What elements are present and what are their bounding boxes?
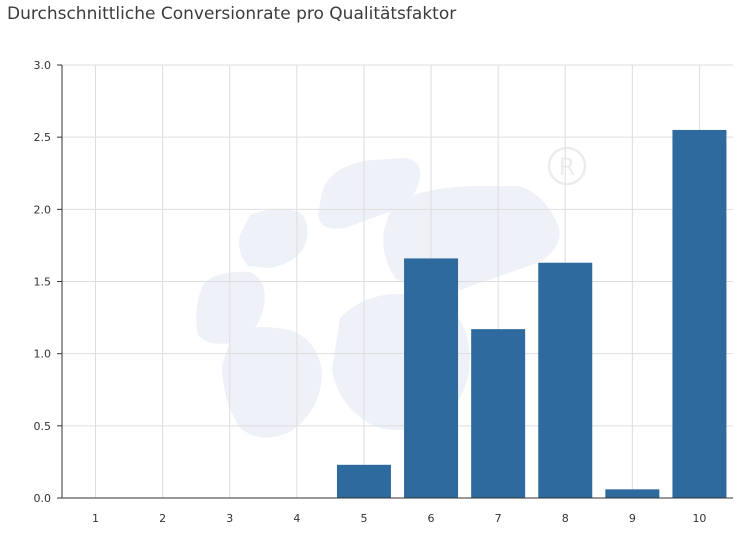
bar — [336, 464, 391, 498]
bar — [404, 258, 459, 498]
watermark-shape — [222, 326, 322, 438]
watermark-logo: R — [196, 146, 587, 438]
x-tick-label: 10 — [692, 512, 706, 525]
gridlines — [62, 64, 733, 498]
x-tick-label: 5 — [360, 512, 367, 525]
x-tick-label: 8 — [562, 512, 569, 525]
watermark-shape — [196, 271, 265, 344]
watermark-shape — [318, 158, 421, 229]
x-tick-label: 9 — [629, 512, 636, 525]
bar — [471, 329, 526, 498]
y-tick-label: 1.0 — [34, 348, 52, 361]
y-tick-label: 2.0 — [34, 203, 52, 216]
x-tick-label: 2 — [159, 512, 166, 525]
y-tick-label: 2.5 — [34, 131, 52, 144]
axes — [57, 64, 733, 499]
bars — [336, 129, 727, 498]
x-tick-label: 3 — [226, 512, 233, 525]
x-tick-label: 4 — [293, 512, 300, 525]
x-tick-label: 6 — [428, 512, 435, 525]
bar — [605, 489, 660, 498]
watermark-shape — [239, 209, 308, 268]
x-tick-label: 7 — [495, 512, 502, 525]
x-axis-tick-labels: 1 2 3 4 5 6 7 8 9 10 — [92, 512, 706, 525]
x-tick-label: 1 — [92, 512, 99, 525]
y-tick-label: 3.0 — [34, 59, 52, 72]
y-axis-tick-labels: 0.0 0.5 1.0 1.5 2.0 2.5 3.0 — [34, 59, 52, 505]
y-tick-label: 1.5 — [34, 276, 52, 289]
y-tick-label: 0.0 — [34, 492, 52, 505]
chart-title: Durchschnittliche Conversionrate pro Qua… — [7, 4, 457, 24]
bar — [672, 129, 727, 498]
y-tick-label: 0.5 — [34, 420, 52, 433]
registered-trademark-circle — [547, 146, 587, 186]
registered-trademark-letter: R — [559, 153, 576, 181]
bar — [538, 262, 593, 498]
